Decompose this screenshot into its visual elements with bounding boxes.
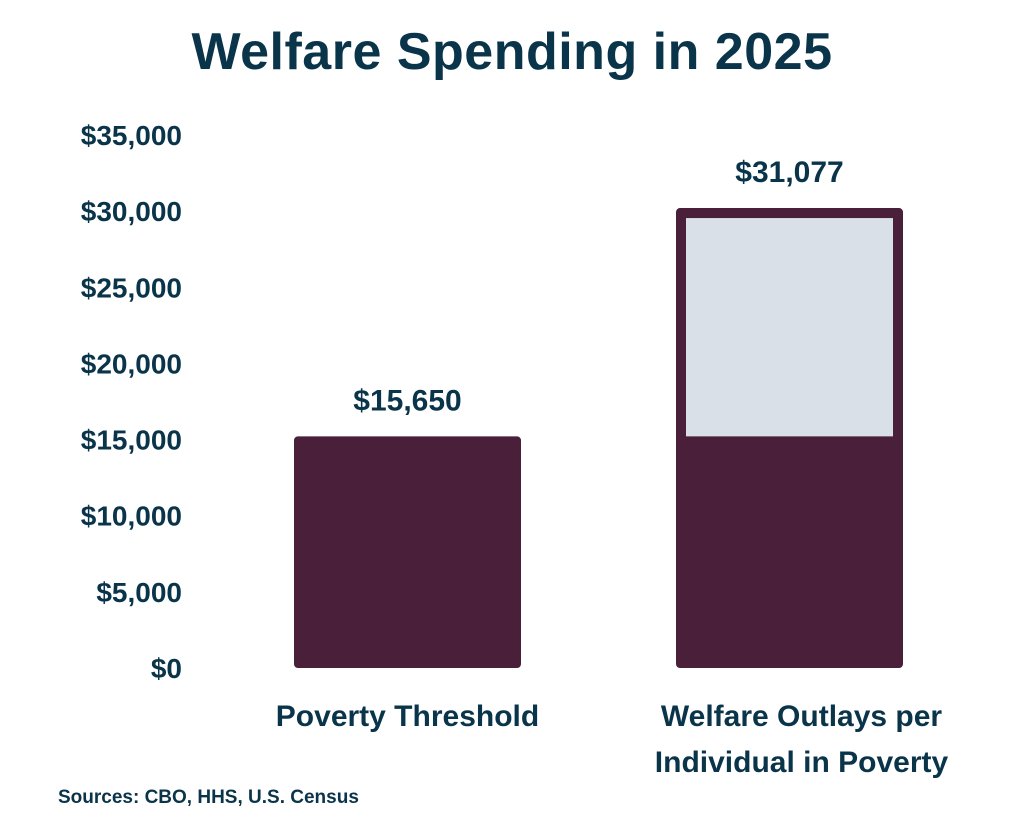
x-category-label: Poverty Threshold bbox=[276, 700, 539, 733]
y-tick-label: $10,000 bbox=[81, 501, 182, 532]
data-label: $31,077 bbox=[735, 156, 843, 189]
chart-title: Welfare Spending in 2025 bbox=[191, 23, 833, 81]
y-tick-label: $15,000 bbox=[81, 425, 182, 456]
x-category-label: Individual in Poverty bbox=[655, 746, 949, 779]
source-note: Sources: CBO, HHS, U.S. Census bbox=[58, 787, 359, 808]
y-tick-label: $35,000 bbox=[81, 120, 182, 151]
y-tick-label: $25,000 bbox=[81, 272, 182, 303]
y-tick-label: $5,000 bbox=[96, 577, 182, 608]
y-tick-label: $0 bbox=[151, 653, 182, 684]
x-category-label: Welfare Outlays per bbox=[661, 700, 943, 733]
y-tick-label: $20,000 bbox=[81, 348, 182, 379]
data-label: $15,650 bbox=[353, 384, 461, 417]
bar bbox=[294, 436, 521, 668]
bar-excess-segment bbox=[686, 218, 893, 437]
y-tick-label: $30,000 bbox=[81, 196, 182, 227]
